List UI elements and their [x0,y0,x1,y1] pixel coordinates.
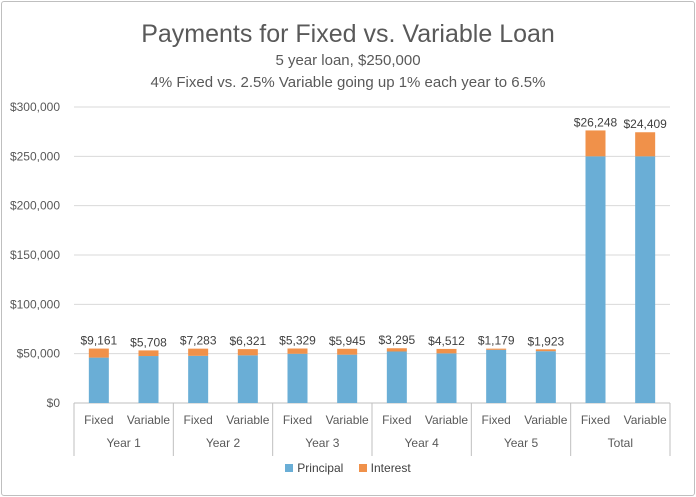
group-label: Year 1 [107,436,142,450]
bar-interest [585,130,606,157]
x-tick-label: Fixed [84,413,113,427]
data-label: $1,179 [478,334,515,348]
y-tick-label: $300,000 [10,100,60,114]
group-label: Year 4 [405,436,440,450]
bar-interest [138,350,159,357]
x-tick-label: Variable [326,413,369,427]
bar-principal [188,355,209,403]
legend-item-interest: Interest [358,461,411,475]
data-label: $5,945 [329,334,366,348]
chart-title: Payments for Fixed vs. Variable Loan [141,20,555,48]
group-label: Year 5 [504,436,539,450]
legend-item-principal: Principal [285,461,343,475]
bar-interest [486,348,507,350]
bar-interest [386,348,407,352]
y-tick-label: $150,000 [10,248,60,262]
bar-principal [287,353,308,403]
bar-principal [138,356,159,403]
x-tick-label: Variable [524,413,567,427]
data-label: $5,329 [279,334,316,348]
bar-principal [237,355,258,403]
data-label: $3,295 [378,333,415,347]
data-label: $1,923 [527,334,564,348]
chart-subtitle-line-2: 4% Fixed vs. 2.5% Variable going up 1% e… [150,74,546,91]
bar-principal [535,351,556,403]
y-tick-label: $0 [47,396,61,410]
bar-interest [337,348,358,355]
chart-legend: Principal Interest [0,461,696,475]
bar-interest [535,349,556,352]
data-label: $26,248 [574,115,618,129]
bar-interest [88,348,109,358]
bar-interest [436,348,457,354]
data-label: $9,161 [80,334,117,348]
chart-subtitle-line-1: 5 year loan, $250,000 [275,52,421,69]
x-tick-label: Variable [624,413,667,427]
y-tick-label: $250,000 [10,149,60,163]
bar-interest [635,132,656,157]
x-tick-label: Fixed [481,413,510,427]
x-tick-label: Fixed [283,413,312,427]
bar-interest [287,348,308,354]
bar-principal [635,156,656,403]
bar-interest [237,349,258,356]
group-label: Year 3 [305,436,340,450]
bar-interest [188,348,209,356]
bar-principal [585,156,606,403]
legend-swatch-interest [358,464,367,472]
x-tick-label: Variable [127,413,170,427]
data-label: $24,409 [623,117,667,131]
bar-principal [386,351,407,403]
legend-label-principal: Principal [297,461,344,475]
bar-principal [88,357,109,403]
legend-label-interest: Interest [370,461,411,475]
group-label: Total [608,436,633,450]
data-label: $5,708 [130,335,167,349]
x-tick-label: Fixed [581,413,610,427]
group-label: Year 2 [206,436,241,450]
y-tick-label: $50,000 [17,347,61,361]
data-label: $6,321 [229,334,266,348]
x-tick-label: Fixed [382,413,411,427]
data-label: $4,512 [428,334,465,348]
data-label: $7,283 [180,334,217,348]
y-tick-label: $200,000 [10,199,60,213]
x-tick-label: Variable [226,413,269,427]
x-tick-label: Fixed [183,413,212,427]
y-tick-label: $100,000 [10,297,60,311]
bar-principal [337,354,358,403]
x-tick-label: Variable [425,413,468,427]
legend-swatch-principal [285,464,294,472]
bar-principal [436,353,457,403]
bar-principal [486,349,507,403]
